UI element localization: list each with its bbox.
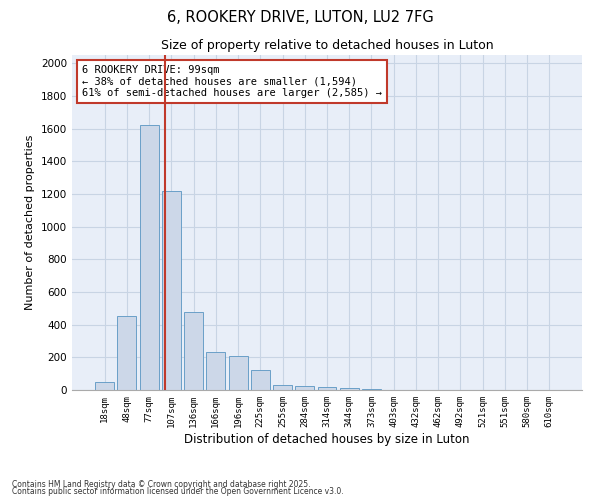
Text: 6 ROOKERY DRIVE: 99sqm
← 38% of detached houses are smaller (1,594)
61% of semi-: 6 ROOKERY DRIVE: 99sqm ← 38% of detached… — [82, 65, 382, 98]
Bar — [118, 316, 136, 390]
Title: Size of property relative to detached houses in Luton: Size of property relative to detached ho… — [161, 40, 493, 52]
Bar — [251, 370, 270, 390]
Bar — [229, 356, 248, 390]
Bar — [295, 386, 314, 390]
Bar — [340, 388, 359, 390]
Text: Contains public sector information licensed under the Open Government Licence v3: Contains public sector information licen… — [12, 487, 344, 496]
Y-axis label: Number of detached properties: Number of detached properties — [25, 135, 35, 310]
Text: Contains HM Land Registry data © Crown copyright and database right 2025.: Contains HM Land Registry data © Crown c… — [12, 480, 311, 489]
Bar — [362, 389, 381, 390]
Bar — [140, 126, 158, 390]
Bar — [184, 312, 203, 390]
X-axis label: Distribution of detached houses by size in Luton: Distribution of detached houses by size … — [184, 432, 470, 446]
Text: 6, ROOKERY DRIVE, LUTON, LU2 7FG: 6, ROOKERY DRIVE, LUTON, LU2 7FG — [167, 10, 433, 25]
Bar — [206, 352, 225, 390]
Bar — [273, 385, 292, 390]
Bar — [162, 190, 181, 390]
Bar — [95, 382, 114, 390]
Bar — [317, 387, 337, 390]
